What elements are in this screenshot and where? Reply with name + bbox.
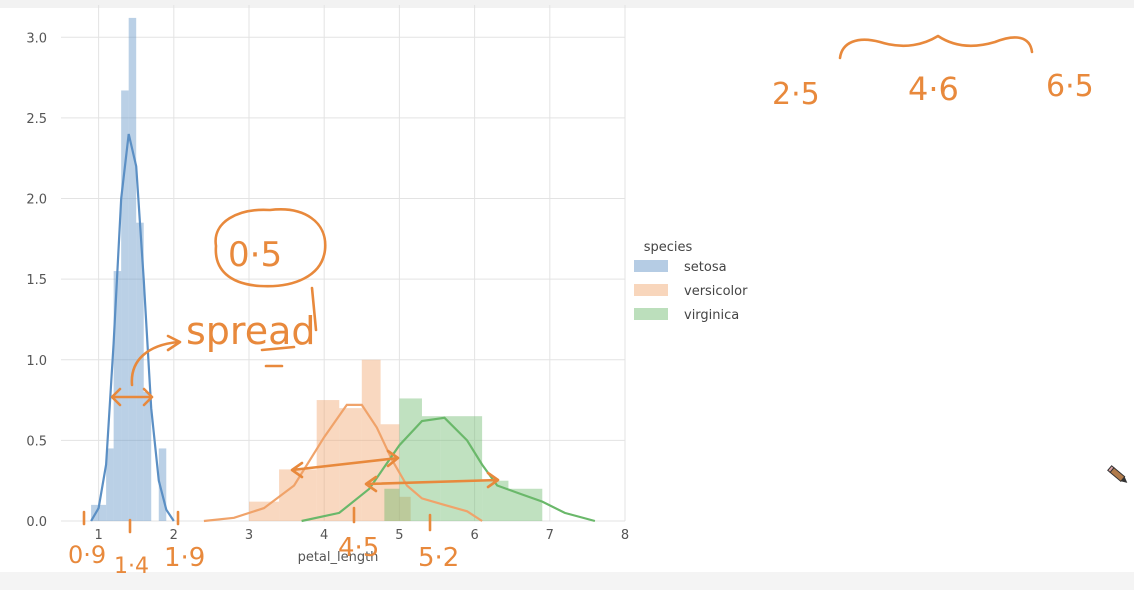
brace-shape <box>838 34 1034 60</box>
spread-label: spread <box>186 309 316 353</box>
virginica-bar <box>399 398 422 521</box>
legend-title: species <box>644 240 693 255</box>
brace-value-right: 6·5 <box>1046 69 1094 104</box>
brace-value-middle: 4·6 <box>908 70 959 108</box>
virginica-bar <box>384 488 400 521</box>
x-ink-ticks <box>82 506 432 534</box>
ink-stroke <box>310 286 318 332</box>
y-tick-label: 2.0 <box>26 193 47 208</box>
x-tick-label: 7 <box>546 528 554 543</box>
x-tick-label: 4 <box>320 528 328 543</box>
y-tick-label: 1.5 <box>26 273 47 288</box>
versicolor-bar <box>399 496 411 521</box>
y-axis-ticks: 0.0 0.5 1.0 1.5 2.0 2.5 3.0 <box>26 31 47 530</box>
virginica-bar <box>482 480 509 521</box>
setosa-bar <box>106 448 114 521</box>
ink-underline <box>260 345 296 352</box>
legend: species setosa versicolor virginica <box>634 240 748 323</box>
setosa-bar <box>128 17 137 522</box>
x-tick-label: 6 <box>470 528 478 543</box>
y-tick-label: 2.5 <box>26 112 47 127</box>
versicolor-bar <box>316 400 340 521</box>
x-axis-label: petal_length <box>298 550 379 565</box>
legend-swatch-versicolor <box>634 284 668 296</box>
legend-swatch-setosa <box>634 260 668 272</box>
ink-arrowhead <box>166 334 182 352</box>
window-top-strip <box>0 0 1134 8</box>
legend-label-virginica: virginica <box>684 308 739 323</box>
virginica-bar <box>421 416 441 521</box>
legend-swatch-virginica <box>634 308 668 320</box>
min-value-label: 0·9 <box>68 541 106 569</box>
versicolor-kde-line <box>203 403 483 523</box>
setosa-bar <box>158 448 167 521</box>
versicolor-bar <box>361 359 381 521</box>
handwritten-annotations <box>82 34 1034 534</box>
y-tick-label: 0.0 <box>26 515 47 530</box>
spread-double-arrow <box>110 387 154 407</box>
y-tick-label: 0.5 <box>26 434 47 449</box>
versicolor-bar <box>279 469 317 521</box>
versicolor-bar <box>249 501 280 521</box>
setosa-bar <box>136 222 144 521</box>
y-tick-label: 3.0 <box>26 31 47 46</box>
kde-curves <box>90 133 596 523</box>
x-tick-label: 2 <box>170 528 178 543</box>
setosa-bar <box>121 90 129 522</box>
legend-label-versicolor: versicolor <box>684 284 748 299</box>
max-value-label: 1·9 <box>164 543 205 573</box>
legend-label-setosa: setosa <box>684 260 727 275</box>
y-tick-label: 1.0 <box>26 354 47 369</box>
pencil-icon <box>1107 465 1128 483</box>
setosa-bar <box>91 504 107 521</box>
x-tick-label: 3 <box>245 528 253 543</box>
ink-pointer <box>130 340 180 387</box>
virginica-kde-line <box>301 416 596 523</box>
brace-value-left: 2·5 <box>772 77 820 112</box>
handwritten-labels: 2·5 4·6 6·5 0·5 spread 0·9 1·4 1·9 4·5 5… <box>68 69 1094 579</box>
x-tick-label: 5 <box>395 528 403 543</box>
versicolor-center-label: 4·5 <box>338 533 379 563</box>
circle-shape <box>214 208 327 288</box>
x-tick-label: 8 <box>621 528 629 543</box>
virginica-bar <box>508 488 543 521</box>
setosa-bar <box>143 392 152 521</box>
setosa-kde-line <box>90 133 175 522</box>
setosa-center-label: 1·4 <box>114 554 149 579</box>
virginica-double-arrow <box>364 471 500 493</box>
circled-spread-value: 0·5 <box>228 235 282 275</box>
virginica-center-label: 5·2 <box>418 543 459 573</box>
x-axis-ticks: 1 2 3 4 5 6 7 8 <box>94 528 629 543</box>
versicolor-double-arrow <box>290 449 400 479</box>
x-tick-label: 1 <box>94 528 102 543</box>
versicolor-bar <box>380 424 400 521</box>
window-bottom-strip <box>0 572 1134 590</box>
